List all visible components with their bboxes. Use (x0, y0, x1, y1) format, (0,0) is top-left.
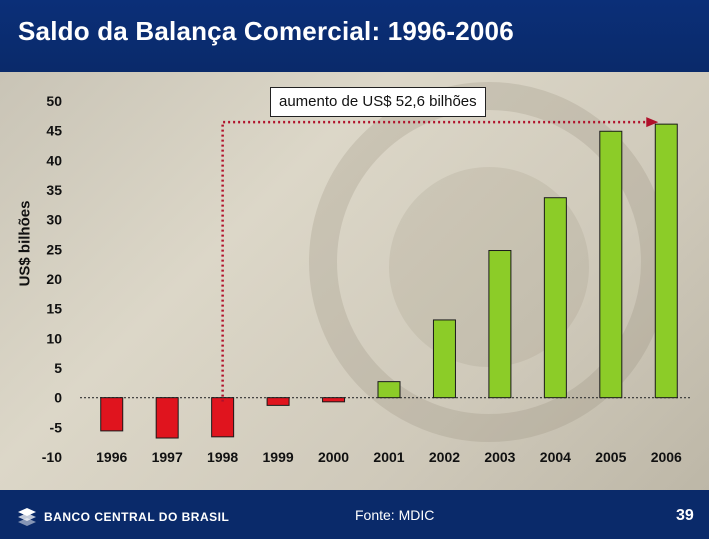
annotation-arrowhead (646, 117, 659, 128)
x-tick-label: 2005 (595, 449, 626, 465)
bar-2004 (543, 197, 567, 399)
y-tick-label: 5 (54, 360, 62, 376)
bcb-logo: BANCO CENTRAL DO BRASIL (16, 506, 229, 528)
y-tick-label: 0 (54, 390, 62, 406)
x-tick-label: 2006 (651, 449, 682, 465)
y-tick-label: 15 (46, 301, 62, 317)
y-tick-label: -5 (50, 419, 63, 435)
y-tick-label: 50 (46, 93, 62, 109)
x-tick-label: 1998 (207, 449, 238, 465)
x-tick-label: 2001 (373, 449, 404, 465)
bcb-logo-text: BANCO CENTRAL DO BRASIL (44, 510, 230, 524)
y-tick-label: 35 (46, 182, 62, 198)
bar-1997 (155, 397, 179, 439)
y-tick-label: 20 (46, 271, 62, 287)
bar-1999 (266, 397, 290, 406)
bar-2000 (322, 397, 346, 403)
y-tick-label: 40 (46, 152, 62, 168)
y-tick-label: 10 (46, 330, 62, 346)
bar-2006 (654, 123, 678, 399)
slide-title: Saldo da Balança Comercial: 1996-2006 (18, 16, 514, 46)
y-tick-label: 30 (46, 212, 62, 228)
bar-1998 (211, 397, 235, 438)
bar-2005 (599, 130, 623, 399)
source-note: Fonte: MDIC (355, 507, 435, 523)
slide-header: Saldo da Balança Comercial: 1996-2006 (0, 0, 709, 72)
x-tick-label: 2000 (318, 449, 349, 465)
y-tick-label: -10 (42, 449, 62, 465)
x-tick-label: 1997 (152, 449, 183, 465)
page-number: 39 (676, 507, 694, 524)
bar-2001 (377, 381, 401, 399)
annotation-label: aumento de US$ 52,6 bilhões (270, 87, 486, 117)
x-tick-label: 2002 (429, 449, 460, 465)
y-tick-label: 25 (46, 241, 62, 257)
bcb-logo-icon (18, 508, 36, 526)
bar-2003 (488, 250, 512, 399)
x-tick-label: 2003 (484, 449, 515, 465)
slide-footer (0, 490, 709, 539)
x-tick-label: 1996 (96, 449, 127, 465)
bar-1996 (100, 397, 124, 432)
x-tick-label: 2004 (540, 449, 571, 465)
bar-2002 (432, 319, 456, 399)
y-tick-label: 45 (46, 123, 62, 139)
x-tick-label: 1999 (263, 449, 294, 465)
